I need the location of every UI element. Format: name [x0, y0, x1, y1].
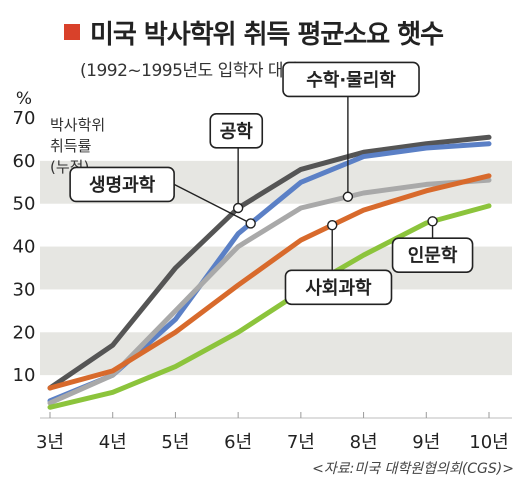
y-tick-label: 10	[13, 365, 36, 386]
x-tick-label: 9년	[412, 432, 440, 453]
x-tick-label: 3년	[36, 432, 64, 453]
callout-label: 인문학	[408, 245, 458, 267]
x-tick-label: 6년	[224, 432, 252, 453]
x-tick-label: 5년	[161, 432, 189, 453]
title-row: 미국 박사학위 취득 평균소요 햇수	[64, 14, 444, 50]
x-tick-label: 10년	[469, 432, 508, 453]
series-line-3	[47, 173, 492, 391]
y-unit-label: %	[16, 89, 32, 109]
callout-box	[391, 237, 474, 273]
chart-subtitle: (1992~1995년도 입학자 대상)	[80, 61, 305, 81]
y-axis-label: 박사학위	[50, 116, 105, 134]
y-tick-label: 30	[13, 279, 36, 300]
callout-leader	[173, 183, 252, 225]
y-tick-label: 40	[13, 237, 36, 258]
y-tick-label: 70	[13, 108, 36, 129]
chart-title: 미국 박사학위 취득 평균소요 햇수	[90, 19, 444, 50]
callout-marker	[327, 219, 338, 231]
series-line-4	[47, 203, 492, 410]
title-bullet-icon	[64, 24, 80, 40]
grid-band	[40, 332, 512, 376]
callout-box	[284, 269, 393, 306]
x-tick-label: 7년	[287, 432, 315, 453]
callout-box	[69, 166, 175, 203]
callout-label: 사회과학	[305, 277, 372, 299]
callout-marker	[232, 202, 244, 214]
x-tick-label: 8년	[350, 432, 378, 453]
callout-label: 수학·물리학	[306, 69, 396, 91]
y-tick-label: 20	[13, 322, 36, 343]
source-note: <자료:미국 대학원협의회(CGS)>	[312, 461, 514, 477]
series-line-0	[47, 134, 492, 391]
callout-label: 생명과학	[89, 174, 156, 196]
x-tick-label: 4년	[99, 432, 127, 453]
callout-marker	[342, 191, 354, 202]
y-tick-label: 60	[13, 151, 36, 172]
callout-box	[209, 113, 264, 149]
y-tick-label: 50	[13, 194, 36, 215]
callout-box	[282, 61, 420, 98]
y-axis-label: 취득률	[50, 137, 92, 155]
callout-marker	[427, 216, 438, 227]
callout-marker	[245, 218, 256, 229]
callout-label: 공학	[220, 120, 254, 142]
